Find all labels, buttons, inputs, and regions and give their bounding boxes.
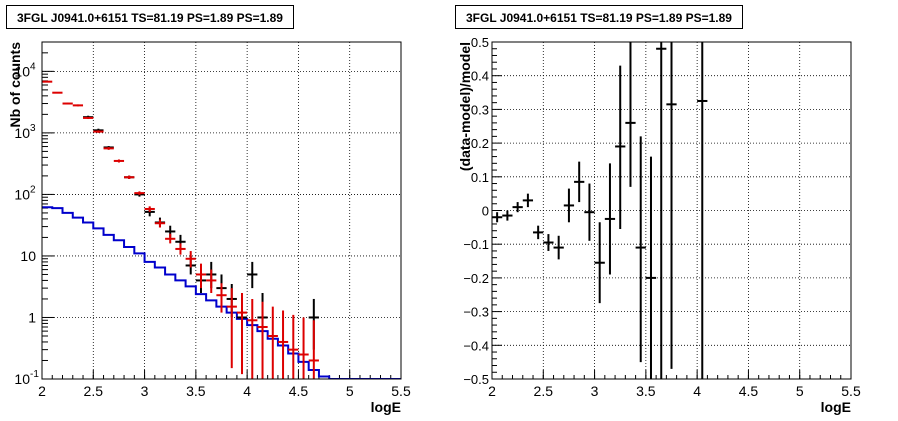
right-y-tick-label: −0.5 bbox=[463, 372, 489, 387]
left-y-tick-label: 10 bbox=[20, 248, 36, 264]
right-data-point bbox=[533, 225, 544, 240]
right-plot-frame bbox=[491, 41, 852, 380]
right-y-tick-label: −0.1 bbox=[463, 237, 489, 252]
right-x-axis-label: logE bbox=[821, 399, 851, 415]
right-x-tick-label: 2 bbox=[488, 383, 496, 399]
left-data-point bbox=[267, 306, 278, 379]
left-x-tick-label: 3.5 bbox=[186, 383, 206, 399]
left-x-tick-label: 5.5 bbox=[391, 383, 411, 399]
left-x-tick-label: 2 bbox=[38, 383, 46, 399]
left-data-point bbox=[257, 301, 268, 379]
left-y-tick-label: 10 bbox=[14, 186, 30, 202]
left-plot-frame bbox=[41, 41, 402, 380]
right-data-point bbox=[492, 212, 503, 223]
right-y-axis-label: (data-model)/model bbox=[457, 42, 473, 171]
right-series-group bbox=[492, 42, 708, 379]
left-x-tick-label: 4.5 bbox=[289, 383, 309, 399]
right-data-point bbox=[615, 65, 626, 230]
right-data-point bbox=[563, 188, 575, 223]
right-y-tick-label: 0.1 bbox=[471, 170, 489, 185]
left-data-point bbox=[165, 233, 176, 244]
left-data-point bbox=[247, 261, 258, 289]
right-x-tick-label: 5.5 bbox=[841, 383, 861, 399]
left-y-tick-label: 10 bbox=[14, 371, 30, 387]
left-data-point bbox=[124, 175, 135, 180]
left-y-tick-label: 10 bbox=[14, 63, 30, 79]
right-data-point bbox=[604, 163, 616, 275]
left-y-axis-label: Nb of counts bbox=[7, 42, 23, 128]
left-data-point bbox=[247, 298, 258, 379]
left-data-point bbox=[277, 310, 289, 379]
left-data-point bbox=[93, 130, 104, 133]
left-data-point bbox=[185, 251, 196, 268]
left-x-tick-label: 3 bbox=[141, 383, 149, 399]
right-x-tick-label: 4 bbox=[693, 383, 701, 399]
left-x-axis-label: logE bbox=[371, 399, 401, 415]
left-data-point bbox=[206, 269, 217, 293]
right-x-tick-label: 2.5 bbox=[534, 383, 554, 399]
left-data-point bbox=[308, 320, 319, 379]
right-y-tick-label: 0.5 bbox=[471, 35, 489, 50]
left-x-tick-label: 2.5 bbox=[84, 383, 104, 399]
left-y-tick-label: 1 bbox=[28, 309, 36, 325]
left-x-tick-label: 5 bbox=[346, 383, 354, 399]
right-data-point bbox=[574, 161, 585, 203]
left-data-point bbox=[42, 80, 53, 83]
right-y-tick-label: 0.4 bbox=[471, 69, 489, 84]
left-y-tick-exponent: -1 bbox=[30, 369, 39, 380]
right-y-tick-label: −0.4 bbox=[463, 338, 489, 353]
left-data-point bbox=[62, 102, 73, 105]
left-data-point bbox=[83, 116, 94, 120]
left-y-tick-exponent: 3 bbox=[30, 123, 36, 134]
right-data-point bbox=[697, 42, 708, 379]
left-data-point bbox=[154, 219, 166, 228]
right-y-tick-label: −0.2 bbox=[463, 271, 489, 286]
right-x-tick-label: 3 bbox=[591, 383, 599, 399]
right-y-tick-label: −0.3 bbox=[463, 305, 489, 320]
right-data-point bbox=[543, 234, 554, 251]
right-data-point bbox=[553, 235, 564, 260]
right-y-tick-label: 0.3 bbox=[471, 102, 489, 117]
left-data-point bbox=[288, 314, 299, 379]
left-y-tick-label: 10 bbox=[14, 125, 30, 141]
right-data-point bbox=[666, 42, 677, 369]
right-data-point bbox=[584, 183, 595, 241]
right-x-tick-label: 3.5 bbox=[636, 383, 656, 399]
left-series-group bbox=[42, 80, 401, 379]
right-y-tick-label: 0.2 bbox=[471, 136, 489, 151]
left-y-tick-exponent: 2 bbox=[30, 184, 36, 195]
left-data-point bbox=[103, 146, 114, 150]
right-x-tick-label: 4.5 bbox=[739, 383, 759, 399]
left-data-point bbox=[195, 263, 207, 289]
right-y-tick-label: 0 bbox=[482, 204, 489, 219]
left-data-point bbox=[226, 288, 237, 369]
right-data-point bbox=[522, 193, 534, 208]
left-data-point bbox=[144, 206, 155, 212]
right-chart-title: 3FGL J0941.0+6151 TS=81.19 PS=1.89 PS=1.… bbox=[455, 5, 743, 29]
right-data-point bbox=[645, 156, 657, 379]
left-data-point bbox=[175, 243, 186, 255]
left-y-tick-exponent: 4 bbox=[30, 61, 36, 72]
left-x-tick-label: 4 bbox=[243, 383, 251, 399]
right-data-point bbox=[594, 222, 605, 304]
right-data-point bbox=[625, 42, 636, 187]
right-data-point bbox=[656, 42, 667, 379]
left-chart-title: 3FGL J0941.0+6151 TS=81.19 PS=1.89 PS=1.… bbox=[6, 5, 294, 29]
left-data-point bbox=[134, 191, 145, 195]
left-data-point bbox=[236, 292, 248, 375]
left-data-point bbox=[216, 283, 227, 313]
right-data-point bbox=[512, 202, 523, 213]
left-data-point bbox=[298, 317, 309, 379]
right-data-point bbox=[635, 136, 646, 363]
right-data-point bbox=[502, 210, 513, 221]
left-data-point bbox=[113, 159, 125, 163]
right-plot: 2 2.5 3 3.5 4 4.5 5 5.5 −0.5 −0.4 −0.3 −0.2 −0.1 0 0.1… bbox=[457, 35, 861, 415]
right-x-tick-label: 5 bbox=[796, 383, 804, 399]
left-data-point bbox=[52, 91, 63, 94]
left-data-point bbox=[72, 104, 84, 107]
